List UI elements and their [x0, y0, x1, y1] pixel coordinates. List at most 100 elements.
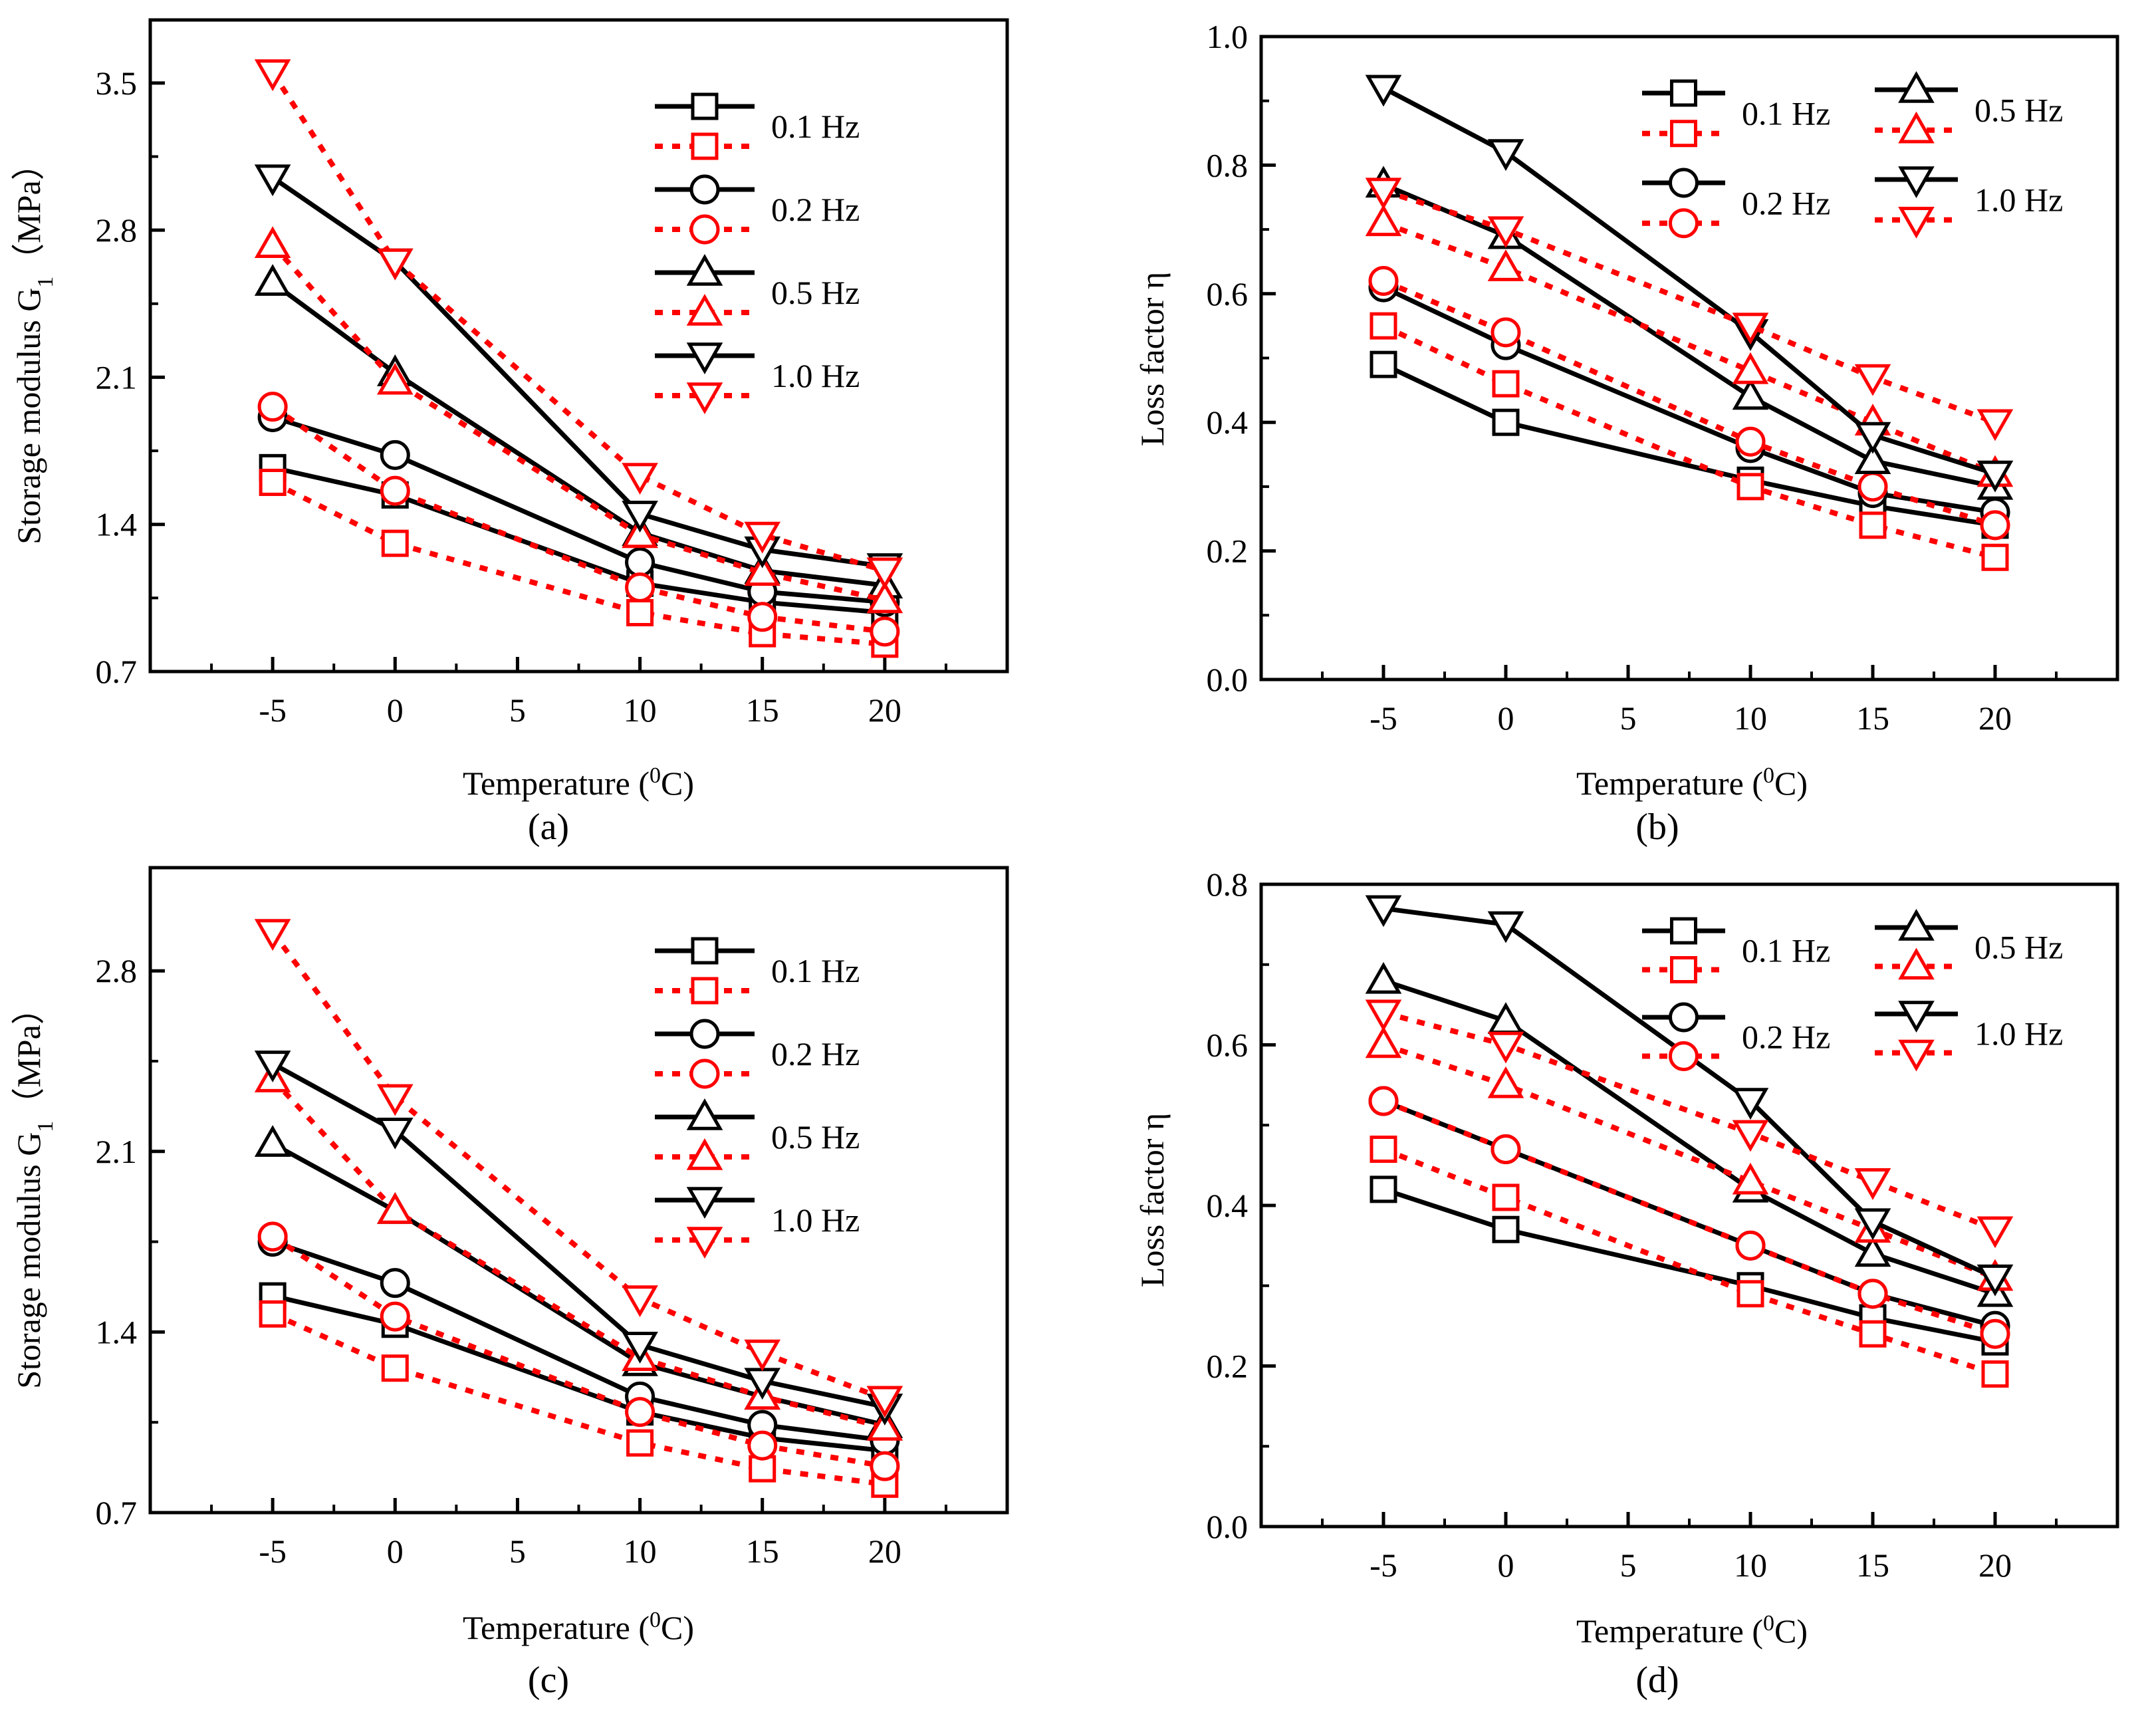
legend-label: 0.5 Hz: [1974, 928, 2063, 965]
y-tick-label: 0.2: [1207, 1348, 1249, 1385]
data-point: [376, 1084, 414, 1116]
series-02Hz-solid: [1368, 1086, 2010, 1341]
data-point: [1854, 422, 1891, 454]
data-point: [1370, 312, 1397, 340]
y-tick-label: 1.4: [96, 506, 138, 543]
legend-label: 0.1 Hz: [1742, 931, 1830, 969]
data-point: [376, 362, 414, 395]
x-axis-label-sup: 0: [650, 1608, 661, 1632]
data-point: [747, 602, 778, 632]
panel-caption: (a): [528, 806, 569, 848]
series-line: [1382, 1146, 1996, 1377]
y-axis-label-sub: 1: [33, 1121, 58, 1132]
panel-caption: (d): [1635, 1660, 1679, 1701]
x-tick-label: 15: [1856, 699, 1889, 737]
x-axis-label: Temperature (0C): [463, 1608, 694, 1647]
data-point: [1854, 442, 1891, 474]
x-tick-label: 0: [1498, 699, 1514, 737]
legend-marker: [686, 1227, 723, 1259]
data-point: [1732, 312, 1769, 345]
data-point: [1981, 543, 2009, 571]
data-point: [1857, 1279, 1888, 1309]
series-line: [271, 404, 886, 634]
data-point: [625, 547, 656, 578]
data-point: [259, 468, 287, 496]
legend-label: 0.5 Hz: [771, 1118, 860, 1156]
data-point: [1368, 1086, 1399, 1116]
data-point: [1857, 471, 1888, 502]
y-tick-label: 0.2: [1207, 533, 1249, 570]
data-point: [1854, 1235, 1891, 1267]
x-tick-label: 0: [387, 691, 404, 729]
data-point: [625, 572, 656, 603]
x-tick-label: 5: [1620, 699, 1637, 737]
data-point: [1732, 1162, 1769, 1195]
legend-marker: [1670, 956, 1697, 983]
data-point: [1732, 352, 1769, 384]
x-axis-label-end: C): [1774, 765, 1808, 802]
data-point: [1492, 1183, 1520, 1211]
x-tick-label: 0: [387, 1533, 404, 1570]
data-point: [1491, 317, 1521, 348]
legend-label: 1.0 Hz: [771, 1201, 860, 1239]
x-tick-label: 10: [1734, 1547, 1767, 1584]
legend-label: 0.1 Hz: [1742, 94, 1830, 132]
data-point: [376, 1192, 414, 1224]
data-point: [1736, 473, 1764, 501]
data-point: [1487, 216, 1524, 249]
data-point: [870, 616, 900, 647]
data-point: [622, 1285, 658, 1317]
series-01Hz-solid: [259, 1282, 899, 1465]
series-02Hz-solid: [1368, 272, 2010, 528]
series-10Hz-dotted: [1365, 999, 2014, 1249]
data-point: [1736, 1280, 1764, 1308]
series-02Hz-solid: [257, 1227, 900, 1455]
legend: 0.1 Hz 0.2 Hz 0.5 Hz 1.0 Hz: [655, 92, 860, 415]
data-point: [1859, 1320, 1887, 1348]
x-axis-label-end: C): [661, 765, 694, 802]
legend-marker: [1898, 111, 1935, 144]
data-point: [1487, 139, 1524, 172]
legend-marker: [1669, 168, 1699, 198]
data-point: [381, 529, 409, 557]
series-10Hz-solid: [1365, 895, 2014, 1297]
data-point: [1492, 370, 1520, 398]
legend-marker: [691, 92, 719, 120]
data-point: [254, 59, 291, 92]
legend-label: 0.1 Hz: [771, 952, 860, 989]
x-tick-label: 15: [746, 1533, 779, 1570]
x-tick-label: -5: [1370, 1547, 1397, 1584]
series-02Hz-dotted: [257, 1221, 900, 1481]
x-axis-label-main: Temperature (: [463, 765, 650, 802]
data-point: [1980, 510, 2010, 541]
series-01Hz-dotted: [1370, 1135, 2009, 1388]
data-point: [866, 1408, 903, 1441]
data-point: [254, 1051, 291, 1082]
data-point: [626, 598, 654, 626]
data-point: [1854, 1168, 1891, 1200]
chart-b: -5 0 5 10 15 20 0.0 0.2 0.4 0.6 0.8 1.0 Temperature …: [1134, 18, 2119, 848]
series-line: [1382, 1098, 1996, 1337]
legend: 0.1 Hz 0.2 Hz 0.5 Hz 1.0 Hz: [1642, 70, 2063, 239]
y-tick-label: 0.6: [1207, 1027, 1249, 1064]
data-point: [622, 501, 658, 533]
legend: 0.1 Hz 0.2 Hz 0.5 Hz 1.0 Hz: [1642, 908, 2063, 1072]
data-point: [866, 557, 903, 590]
series-line: [271, 479, 886, 647]
data-point: [1487, 1066, 1524, 1098]
data-point: [866, 1386, 903, 1418]
legend-marker: [1898, 1001, 1935, 1033]
series-line: [1382, 220, 1996, 477]
data-point: [1732, 1088, 1769, 1120]
panel-caption: (c): [528, 1660, 569, 1701]
data-point: [1365, 178, 1402, 210]
x-tick-label: 20: [1978, 699, 2012, 737]
data-point: [1365, 1026, 1402, 1058]
legend-label: 0.5 Hz: [1974, 91, 2063, 128]
data-point: [870, 1451, 900, 1481]
legend-marker: [686, 382, 723, 415]
data-point: [381, 1354, 409, 1382]
y-axis-label-main: Loss factor η: [1134, 272, 1171, 446]
